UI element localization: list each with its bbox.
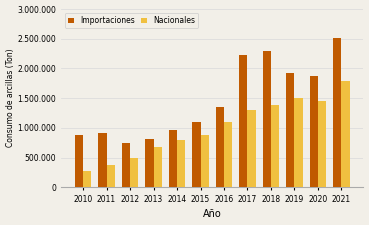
Bar bbox=[83, 171, 91, 187]
Bar bbox=[130, 158, 138, 187]
Bar bbox=[271, 105, 279, 187]
Bar bbox=[200, 135, 209, 187]
Bar bbox=[169, 130, 177, 187]
Bar bbox=[333, 38, 341, 187]
Bar bbox=[341, 81, 350, 187]
Bar bbox=[310, 76, 318, 187]
Bar bbox=[122, 143, 130, 187]
Bar bbox=[318, 101, 326, 187]
Bar bbox=[294, 98, 303, 187]
Legend: Importaciones, Nacionales: Importaciones, Nacionales bbox=[65, 13, 198, 28]
Bar bbox=[224, 122, 232, 187]
Bar bbox=[177, 140, 185, 187]
Bar bbox=[75, 135, 83, 187]
Y-axis label: Consumo de arcillas (Ton): Consumo de arcillas (Ton) bbox=[6, 49, 14, 147]
Bar bbox=[239, 55, 248, 187]
Bar bbox=[154, 147, 162, 187]
Bar bbox=[98, 133, 107, 187]
X-axis label: Año: Año bbox=[203, 209, 222, 219]
Bar bbox=[286, 73, 294, 187]
Bar bbox=[216, 107, 224, 187]
Bar bbox=[107, 165, 115, 187]
Bar bbox=[192, 122, 200, 187]
Bar bbox=[248, 110, 256, 187]
Bar bbox=[145, 139, 154, 187]
Bar bbox=[263, 51, 271, 187]
